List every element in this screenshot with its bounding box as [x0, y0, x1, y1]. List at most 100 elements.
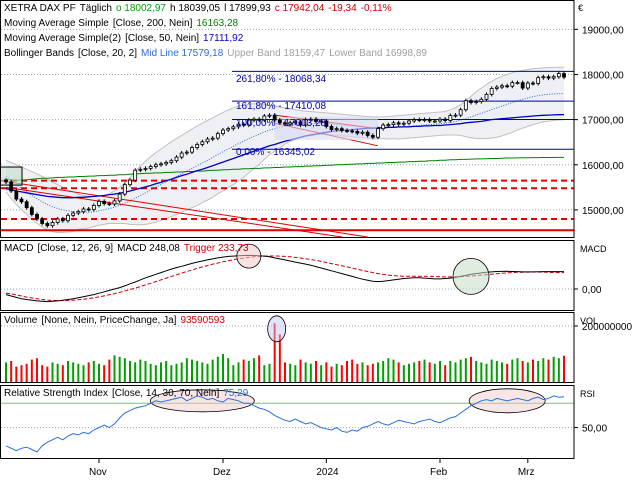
volume-bar: [273, 323, 276, 382]
macd-header: MACD [Close, 12, 26, 9] MACD 248,08 Trigger…: [4, 243, 253, 255]
candle-body: [484, 93, 489, 100]
ma200-line: [5, 156, 564, 181]
volume-bar: [485, 363, 488, 382]
volume-bar: [377, 362, 379, 382]
volume-bar: [20, 365, 23, 382]
volume-bar: [315, 361, 317, 382]
volume-highlight-ellipse: [267, 315, 287, 343]
volume-bar: [346, 361, 348, 382]
volume-bar: [278, 334, 281, 382]
volume-bar: [552, 356, 555, 382]
candle-body: [479, 98, 484, 102]
rsi-line: [5, 395, 565, 453]
candle-body: [246, 119, 251, 126]
bb-params: [Close, 20, 2]: [78, 48, 137, 59]
volume-bar: [232, 365, 235, 382]
fib-label-0: 0,00% - 16345,02: [236, 147, 315, 158]
candle-body: [417, 119, 422, 122]
macd-highlight-circle: [452, 257, 490, 295]
volume-bar: [382, 361, 385, 382]
volume-bar: [129, 361, 131, 382]
x-tick-label: Dez: [213, 467, 231, 478]
candle-body: [231, 126, 236, 130]
volume-bar: [495, 361, 498, 382]
candle-body: [29, 207, 34, 215]
candle-body: [97, 200, 101, 206]
candle-body: [319, 120, 324, 123]
candle-body: [324, 120, 329, 127]
x-tick-label: Feb: [430, 467, 448, 478]
volume-bar: [351, 359, 354, 382]
volume-bar: [304, 362, 307, 382]
candle-body: [525, 82, 530, 89]
volume-bar: [511, 359, 514, 382]
candle-body: [128, 179, 132, 186]
volume-bar: [542, 358, 545, 382]
candle-body: [489, 88, 494, 95]
candle-body: [210, 137, 215, 140]
volume-bar: [268, 363, 271, 382]
volume-bar: [222, 354, 224, 382]
candle-body: [396, 122, 401, 125]
volume-bar: [423, 359, 426, 382]
candle-body: [562, 73, 566, 78]
volume-bar: [526, 362, 529, 382]
volume-bar: [61, 365, 64, 382]
candle-body: [241, 123, 246, 126]
bollinger-lower-line: [5, 119, 565, 233]
candle-body: [267, 114, 272, 117]
currency-sign: €: [578, 3, 584, 13]
y-tick-label: 50,00: [582, 424, 607, 435]
candle-body: [14, 190, 19, 200]
volume-bar: [284, 362, 286, 382]
down-trend-line: [5, 186, 342, 238]
candle-body: [541, 76, 546, 79]
candle-body: [190, 147, 194, 153]
rsi-header: Relative Strength Index [Close, 14, 30, 7…: [4, 388, 252, 400]
ma50-value: 17111,92: [203, 33, 244, 44]
ma200-label: Moving Average Simple: [4, 18, 109, 29]
candle-body: [500, 85, 504, 88]
candle-body: [45, 223, 50, 227]
candle-body: [215, 133, 220, 139]
volume-bar: [25, 363, 28, 382]
candle-body: [122, 184, 127, 195]
candle-body: [463, 100, 468, 111]
candle-body: [520, 82, 525, 89]
volume-bar: [237, 362, 240, 382]
y-tick-label: 15000,00: [582, 206, 624, 217]
volume-bar: [30, 359, 33, 382]
candle-body: [138, 168, 143, 171]
y-tick-label: 18000,00: [582, 70, 624, 81]
candle-body: [55, 218, 60, 223]
candle-body: [174, 156, 179, 162]
volume-bar: [98, 363, 100, 382]
macd-panel-title: MACD: [580, 244, 607, 254]
x-tick-label: Mrz: [518, 467, 535, 478]
candle-body: [422, 119, 427, 122]
candle-body: [314, 118, 318, 122]
change-pct: -0,11%: [360, 3, 392, 14]
candle-body: [407, 120, 411, 124]
ma200-value: 16163,28: [196, 18, 239, 29]
volume-bar: [15, 366, 18, 382]
candle-body: [469, 100, 473, 103]
volume-bar: [82, 365, 85, 382]
volume-bar: [216, 356, 219, 382]
candle-body: [159, 163, 163, 166]
candle-body: [308, 118, 313, 121]
candle-body: [288, 122, 293, 125]
volume-bar: [294, 365, 297, 382]
rsi-highlight-ellipse: [149, 389, 255, 413]
volume-bar: [149, 363, 152, 382]
volume-bar: [103, 365, 106, 382]
macd-trigger-line: [5, 255, 564, 302]
volume-bar: [449, 361, 452, 382]
volume-bar: [175, 363, 178, 382]
vol-panel-title: VOL: [580, 316, 599, 326]
candle-body: [412, 119, 417, 122]
candle-body: [236, 123, 241, 128]
volume-bar: [490, 359, 493, 382]
macd-value: MACD 248,08: [117, 243, 180, 254]
